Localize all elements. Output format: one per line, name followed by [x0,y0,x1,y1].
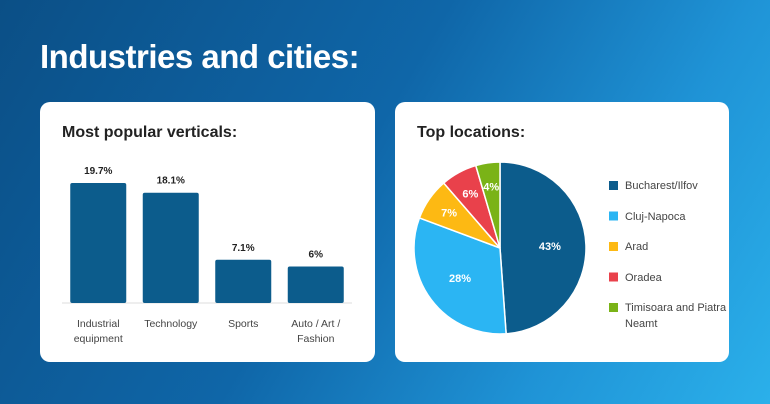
chart-title: Most popular verticals: [62,124,238,141]
bar [142,192,199,303]
legend-swatch [609,272,618,282]
x-tick-label: Technology [144,318,198,330]
legend-swatch [609,303,618,312]
bar [70,183,127,303]
data-label: 7.1% [232,243,255,254]
x-tick-label: Industrial equipment [73,318,123,345]
pie-slice [499,161,587,335]
legend-label: Cluj-Napoca [625,210,686,223]
legend-label: Timisoara and Piatra Neamt [625,302,727,330]
bar-chart: 19.7% 18.1% 7.1% 6% [62,166,352,304]
bar [287,266,344,303]
pie-card: Top locations: 43% 28% 7% 6% 4% Bucharest/Il… [395,102,729,362]
data-label: 28% [449,273,471,285]
x-tick-label: Sports [228,318,259,330]
legend-label: Arad [625,241,649,253]
legend-swatch [609,211,618,221]
legend-label: Oradea [625,271,662,284]
page-title: Industries and cities: [40,38,360,75]
data-label: 7% [441,208,457,220]
data-label: 43% [539,241,561,253]
x-tick-label: Auto / Art / Fashion [291,318,341,345]
data-label: 6% [309,249,324,260]
bar-card: Most popular verticals: 19.7% 18.1% 7.1% 6%… [40,102,375,362]
pie-chart: 43% 28% 7% 6% 4% [413,161,618,335]
pie-slice [474,161,501,249]
data-label: 6% [462,189,478,201]
pie-slice [413,216,507,335]
legend-swatch [609,181,618,190]
chart-title: Top locations: [417,124,526,141]
data-label: 4% [483,182,499,194]
data-label: 19.7% [84,166,112,177]
legend-swatch [609,242,618,251]
legend-label: Bucharest/Ilfov [625,180,698,192]
bar [215,259,272,303]
data-label: 18.1% [157,176,185,187]
